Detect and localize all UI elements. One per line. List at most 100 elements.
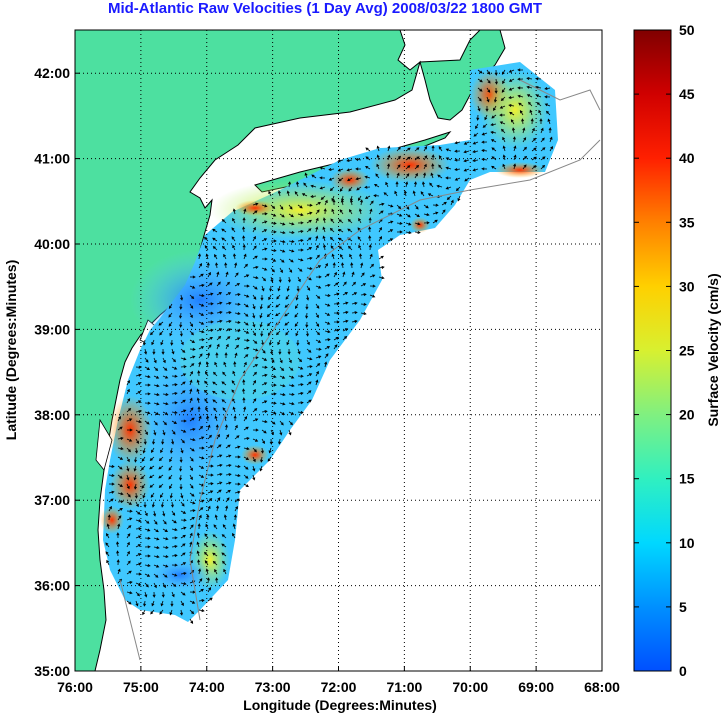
velocity-arrow xyxy=(268,190,272,197)
velocity-arrow xyxy=(513,145,517,152)
velocity-arrow xyxy=(536,102,542,107)
velocity-arrow xyxy=(207,482,214,486)
velocity-arrow xyxy=(324,353,329,359)
velocity-arrow xyxy=(243,465,249,470)
velocity-arrow xyxy=(198,568,202,575)
velocity-arrow xyxy=(431,163,435,170)
velocity-arrow xyxy=(279,375,286,379)
velocity-arrow xyxy=(180,591,186,596)
velocity-arrow xyxy=(421,181,425,188)
velocity-arrow xyxy=(180,357,187,361)
velocity-arrow xyxy=(261,229,268,233)
colorbar-tick-label: 40 xyxy=(679,150,695,166)
velocity-arrow xyxy=(368,217,372,224)
velocity-arrow xyxy=(153,429,157,436)
velocity-arrow xyxy=(171,573,178,577)
velocity-arrow xyxy=(355,167,362,171)
velocity-arrow xyxy=(198,312,205,316)
velocity-arrow xyxy=(171,563,178,567)
velocity-arrow xyxy=(306,219,312,224)
velocity-arrow xyxy=(423,155,428,161)
velocity-arrow xyxy=(261,204,268,208)
velocity-arrow xyxy=(364,185,371,189)
velocity-arrow xyxy=(243,426,249,431)
velocity-arrow xyxy=(144,536,151,540)
velocity-arrow xyxy=(252,235,256,242)
velocity-arrow xyxy=(445,166,452,170)
velocity-arrow xyxy=(333,282,339,287)
velocity-arrow xyxy=(333,271,337,278)
velocity-arrow xyxy=(162,366,168,371)
velocity-arrow xyxy=(222,560,227,566)
velocity-arrow xyxy=(450,199,454,206)
velocity-arrow xyxy=(222,371,227,377)
velocity-arrow xyxy=(179,330,183,337)
velocity-arrow xyxy=(297,238,304,243)
velocity-arrow xyxy=(225,489,231,494)
velocity-arrow xyxy=(509,111,515,116)
velocity-arrow xyxy=(162,510,166,517)
velocity-arrow xyxy=(141,456,146,462)
velocity-arrow xyxy=(405,231,412,235)
velocity-arrow xyxy=(472,141,479,145)
velocity-arrow xyxy=(279,357,283,364)
velocity-arrow xyxy=(261,220,268,224)
velocity-arrow xyxy=(144,545,151,549)
velocity-arrow xyxy=(225,463,232,468)
velocity-arrow xyxy=(511,127,516,134)
velocity-arrow xyxy=(432,203,439,207)
velocity-arrow xyxy=(376,154,380,161)
velocity-arrow xyxy=(153,420,158,426)
velocity-arrow xyxy=(198,346,205,350)
velocity-arrow xyxy=(368,226,372,233)
velocity-arrow xyxy=(135,438,140,444)
velocity-arrow xyxy=(153,411,160,415)
velocity-arrow xyxy=(162,384,169,388)
velocity-arrow xyxy=(169,456,173,463)
velocity-arrow xyxy=(351,319,358,323)
colorbar-label: Surface Velocity (cm/s) xyxy=(705,273,721,426)
velocity-arrow xyxy=(142,492,146,499)
velocity-arrow xyxy=(170,600,174,607)
velocity-arrow xyxy=(126,418,133,422)
velocity-arrow xyxy=(234,435,240,440)
velocity-arrow xyxy=(508,87,515,91)
velocity-arrow xyxy=(482,123,488,128)
velocity-arrow xyxy=(215,505,220,512)
velocity-arrow xyxy=(153,393,160,397)
velocity-arrow xyxy=(277,190,281,197)
velocity-arrow xyxy=(260,456,264,463)
velocity-arrow xyxy=(288,420,293,426)
velocity-arrow xyxy=(234,490,241,494)
velocity-arrow xyxy=(261,212,268,216)
velocity-arrow xyxy=(197,406,201,413)
velocity-arrow xyxy=(153,357,157,364)
velocity-arrow xyxy=(332,262,336,269)
velocity-arrow xyxy=(369,294,376,298)
velocity-arrow xyxy=(126,517,133,521)
velocity-arrow xyxy=(243,447,250,451)
velocity-arrow xyxy=(232,532,236,539)
velocity-arrow xyxy=(531,147,537,152)
velocity-arrow xyxy=(171,536,178,540)
velocity-arrow xyxy=(331,253,335,260)
velocity-arrow xyxy=(170,501,174,508)
velocity-arrow xyxy=(216,489,222,494)
velocity-arrow xyxy=(306,381,312,386)
velocity-arrow xyxy=(153,366,159,372)
velocity-arrow xyxy=(168,303,173,309)
velocity-arrow xyxy=(454,141,461,145)
velocity-arrow xyxy=(149,483,155,488)
velocity-arrow xyxy=(126,533,131,539)
velocity-arrow xyxy=(279,393,286,397)
velocity-arrow xyxy=(387,220,394,224)
velocity-arrow xyxy=(189,388,193,395)
velocity-arrow xyxy=(369,274,376,278)
velocity-arrow xyxy=(423,163,427,170)
velocity-arrow xyxy=(242,217,246,224)
velocity-arrow xyxy=(342,310,349,314)
colorbar xyxy=(633,29,672,672)
velocity-arrow xyxy=(117,578,123,584)
velocity-arrow xyxy=(279,204,284,210)
velocity-arrow xyxy=(207,424,211,431)
